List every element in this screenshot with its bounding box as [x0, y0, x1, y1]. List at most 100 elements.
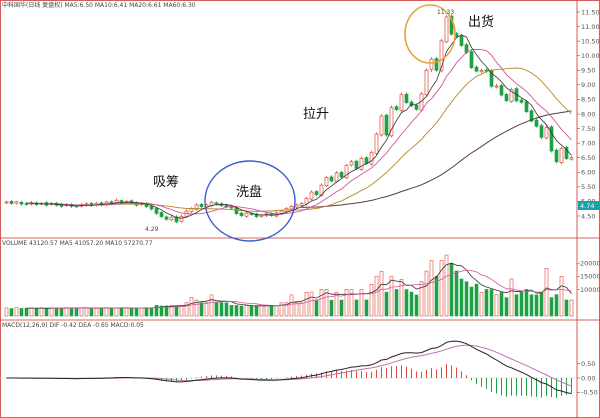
price-tick-label: 5.50 [581, 183, 595, 191]
price-tick-label: 7.50 [581, 125, 595, 133]
volume-bar [69, 307, 74, 317]
candle-body [214, 202, 219, 205]
candle-body [359, 157, 364, 170]
volume-bar [219, 302, 224, 317]
volume-bar [194, 299, 199, 317]
candle-body [529, 110, 534, 122]
volume-bar [484, 289, 489, 317]
volume-bar [389, 276, 394, 317]
volume-bar [509, 278, 514, 317]
candle-body [429, 58, 434, 70]
price-tick-label: 6.50 [581, 154, 595, 162]
volume-bar [74, 307, 79, 317]
volume-bar [134, 307, 139, 317]
candle-body [519, 99, 524, 103]
candle-body [159, 212, 164, 217]
volume-bar [494, 294, 499, 317]
candle-body [339, 171, 344, 178]
volume-bar [264, 305, 269, 317]
price-tick-label: 6.00 [581, 169, 595, 177]
volume-bar [524, 289, 529, 317]
price-tick-label: 4.50 [581, 212, 595, 220]
macd-header: MACD(12,26,9) DIF -0.42 DEA -0.65 MACD:0… [2, 322, 144, 329]
volume-bar [239, 305, 244, 317]
volume-bar [569, 299, 574, 317]
candle-body [114, 199, 119, 203]
volume-bar [249, 305, 254, 317]
ma60-line [301, 110, 572, 208]
volume-bar [169, 305, 174, 317]
volume-bar [339, 299, 344, 317]
volume-bar [379, 270, 384, 317]
candle-body [189, 208, 194, 212]
candle-body [24, 203, 29, 205]
volume-tick-label: 10000 [580, 286, 600, 294]
volume-bar [409, 291, 414, 317]
volume-bar [319, 289, 324, 317]
price-header: 中科国华(日线 复盘权) MA5:6.50 MA10:6.41 MA20:6.6… [2, 1, 196, 9]
candle-body [299, 203, 304, 206]
annotation-pullup: 拉升 [303, 107, 329, 122]
candle-body [324, 177, 329, 187]
price-axis-ticks: 11.50 11.00 10.50 10.00 9.50 9.00 8.50 8.00 7.50… [577, 8, 600, 220]
volume-bar [424, 270, 429, 317]
volume-bar [149, 307, 154, 317]
volume-bars [4, 254, 574, 317]
candle-body [539, 125, 544, 138]
price-tick-label: 8.50 [581, 96, 595, 104]
price-tick-label: 9.50 [581, 67, 595, 75]
volume-bar [329, 299, 334, 317]
volume-bar [29, 307, 34, 317]
volume-tick-label: 15000 [580, 273, 600, 281]
distribution-circle [404, 4, 456, 64]
candle-body [349, 161, 354, 166]
volume-bar [154, 305, 159, 317]
volume-bar [504, 297, 509, 317]
candle-body [289, 206, 294, 210]
volume-bar [559, 276, 564, 317]
candle-body [379, 115, 384, 136]
candle-body [199, 203, 204, 208]
volume-bar [174, 305, 179, 317]
candle-body [314, 191, 319, 196]
washout-circle [204, 160, 296, 242]
volume-bar [14, 307, 19, 317]
volume-bar [394, 289, 399, 317]
volume-bar [4, 307, 9, 317]
candle-body [434, 58, 439, 71]
candle-body [254, 213, 259, 217]
volume-bar [159, 305, 164, 317]
volume-bar [534, 294, 539, 317]
candle-body [504, 94, 509, 101]
price-tick-label: 7.00 [581, 139, 595, 147]
ma10-line [51, 48, 572, 215]
annotation-washout: 洗盘 [236, 184, 262, 200]
volume-bar [384, 291, 389, 317]
price-tick-label: 8.00 [581, 110, 595, 118]
candle-body [179, 215, 184, 222]
volume-bar [289, 294, 294, 317]
candle-body [174, 216, 179, 223]
volume-bar [359, 289, 364, 317]
volume-bar [94, 308, 99, 317]
volume-header: VOLUME 43120.57 MA5 41057.20 MA10 57270.… [2, 240, 153, 247]
volume-bar [519, 291, 524, 317]
volume-bar [54, 307, 59, 317]
candle-body [384, 114, 389, 136]
volume-bar [184, 302, 189, 317]
volume-bar [554, 294, 559, 317]
candle-body [149, 206, 154, 210]
annotation-distribute: 出货 [468, 14, 494, 30]
volume-bar [164, 305, 169, 317]
volume-bar [499, 292, 504, 317]
volume-bar [34, 308, 39, 317]
candle-body [469, 51, 474, 69]
candle-body [534, 119, 539, 127]
volume-bar [229, 305, 234, 317]
volume-bar [104, 307, 109, 317]
candle-body [9, 201, 14, 204]
volume-bar [89, 307, 94, 317]
volume-bar [224, 302, 229, 317]
volume-bar [464, 281, 469, 317]
candle-body [449, 15, 454, 35]
